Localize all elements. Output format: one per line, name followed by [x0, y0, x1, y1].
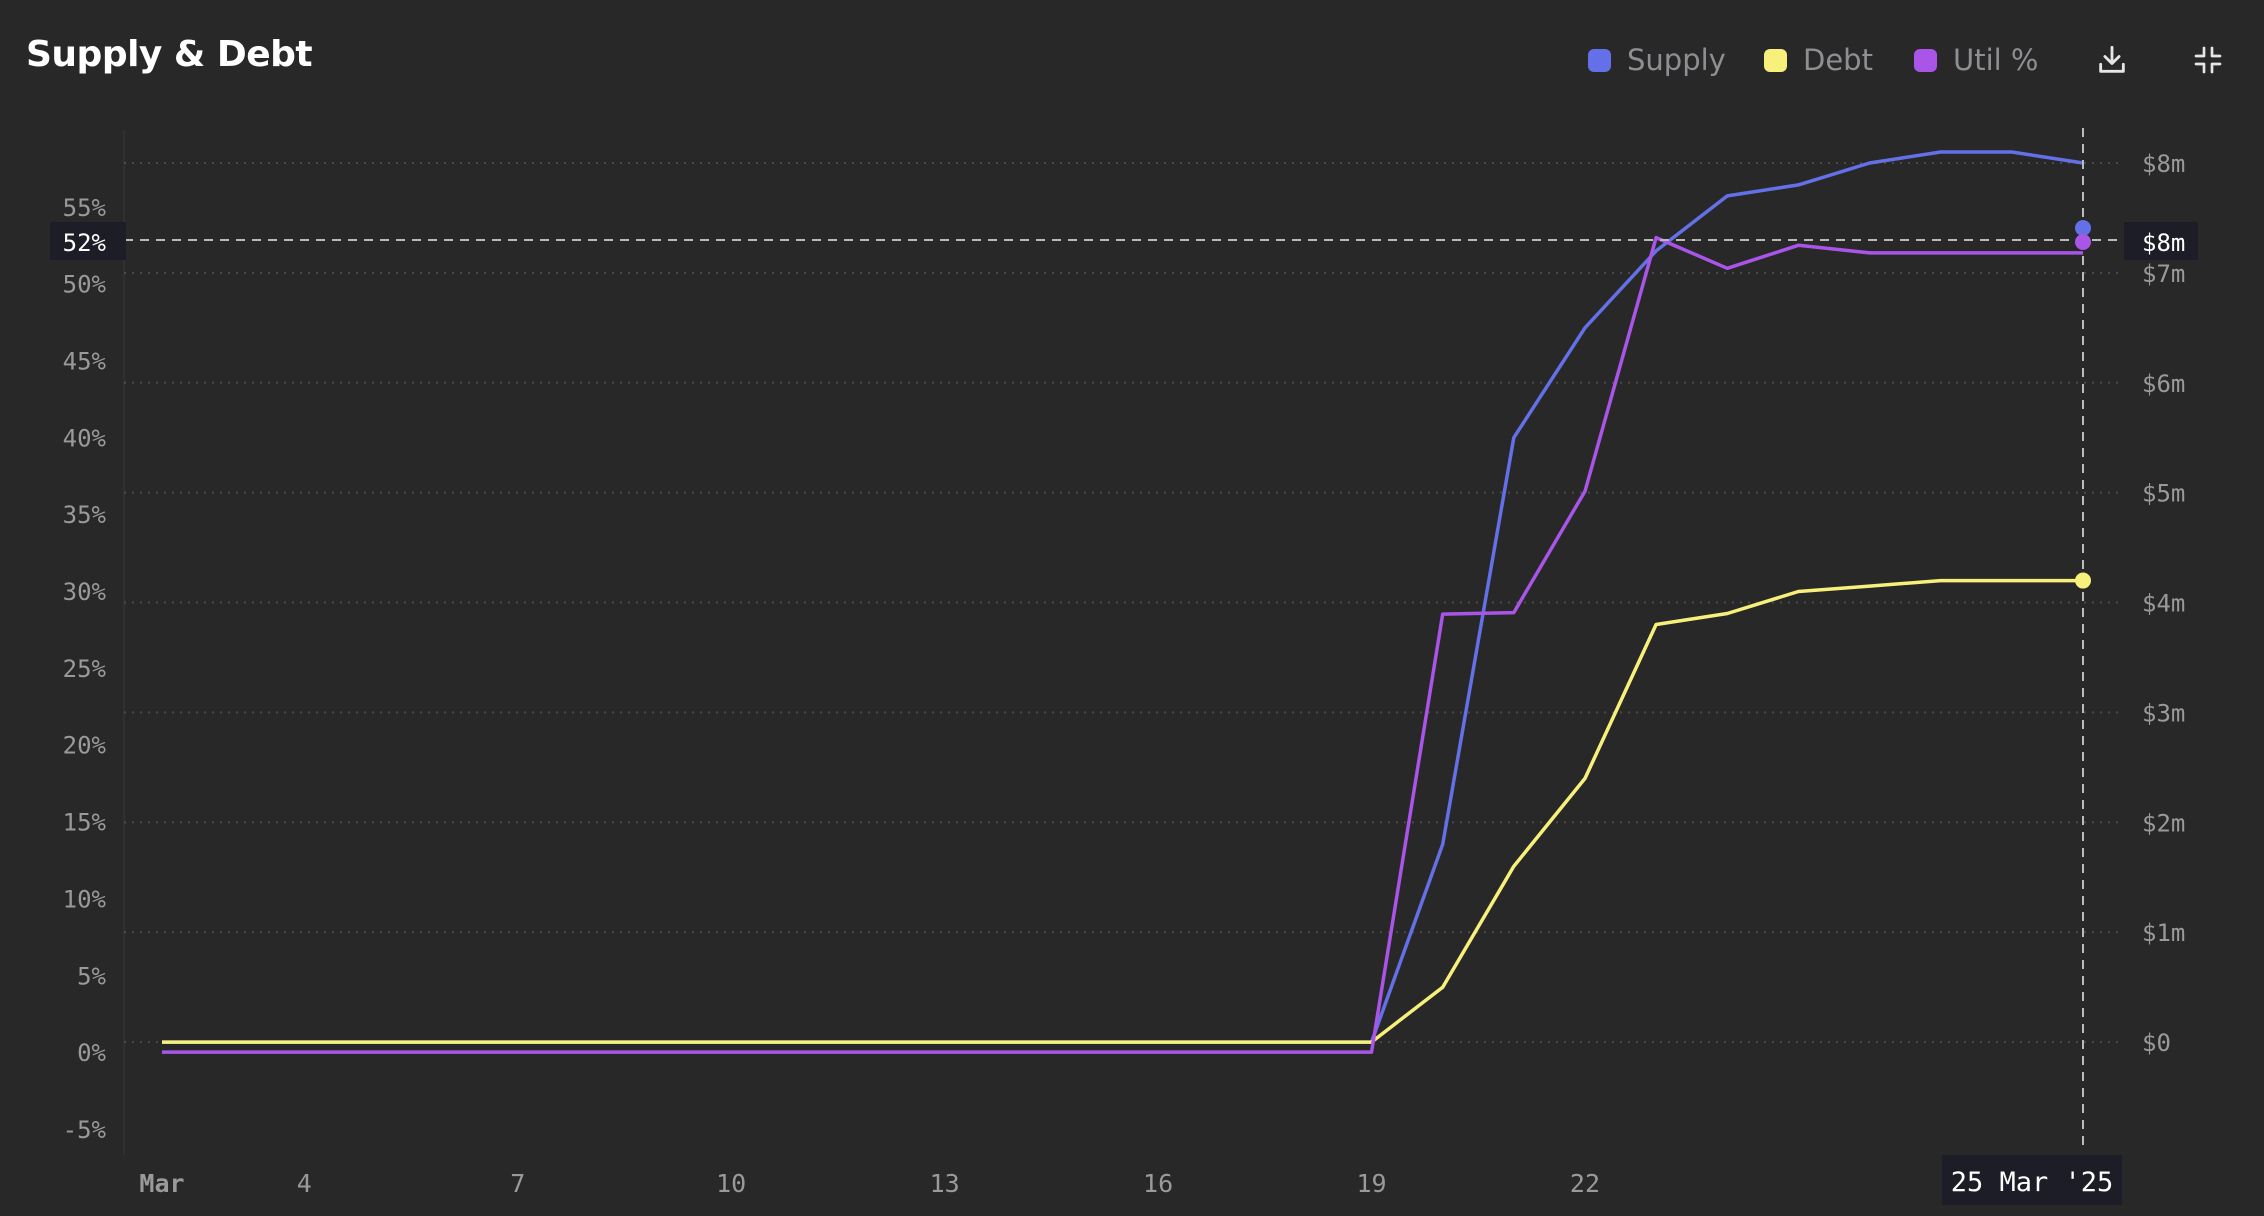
series-line-debt	[162, 578, 2083, 1044]
legend-swatch-debt	[1764, 48, 1787, 72]
series-line-util	[162, 235, 2083, 1054]
left-tick-label: 35%	[63, 501, 107, 529]
legend-label-util: Util %	[1953, 43, 2039, 77]
series-line-supply	[162, 150, 2084, 1044]
cursor-point-supply	[2075, 220, 2091, 236]
cursor-date-box	[1942, 1155, 2122, 1205]
right-tick-label: $4m	[2142, 590, 2185, 618]
left-axis: -5% 0% 5% 10% 15% 20% 25% 30% 35% 40% 45% 50% 55%	[63, 194, 107, 1144]
cursor-left-value-label: 52%	[63, 229, 107, 257]
x-tick-label: 10	[716, 1169, 746, 1198]
x-axis: Mar 4 7 10 13 16 19 22	[139, 1169, 1600, 1198]
x-tick-label: Mar	[139, 1169, 184, 1198]
right-tick-label: $5m	[2142, 480, 2185, 508]
legend-item-supply[interactable]: Supply	[1588, 40, 1726, 80]
gridlines	[124, 161, 2120, 1044]
cursor-points	[2075, 220, 2091, 589]
left-tick-label: 5%	[77, 962, 106, 990]
x-tick-label: 4	[297, 1169, 312, 1198]
legend-item-util[interactable]: Util %	[1914, 40, 2039, 80]
cursor-right-value-box	[2124, 222, 2198, 260]
legend-item-debt[interactable]: Debt	[1764, 40, 1873, 80]
chart-header: Supply & Debt Supply Debt Util %	[0, 0, 2264, 120]
cursor-point-debt	[2075, 572, 2091, 589]
series-lines	[162, 150, 2084, 1054]
x-tick-label: 7	[510, 1169, 525, 1198]
right-tick-label: $3m	[2142, 699, 2185, 727]
cursor-left-value-box	[50, 222, 126, 260]
x-tick-label: 22	[1570, 1169, 1600, 1198]
right-tick-label: $0	[2142, 1029, 2171, 1057]
right-tick-label: $2m	[2142, 809, 2185, 837]
left-tick-label: 45%	[63, 348, 107, 376]
x-tick-label: 16	[1143, 1169, 1173, 1198]
left-tick-label: 55%	[63, 194, 107, 222]
cursor-date-label: 25 Mar '25	[1951, 1167, 2114, 1198]
chart-title: Supply & Debt	[26, 34, 313, 75]
right-tick-label: $7m	[2142, 260, 2185, 288]
left-tick-label: 10%	[63, 885, 107, 913]
left-tick-label: 20%	[63, 732, 107, 760]
collapse-icon	[2194, 46, 2222, 74]
legend-swatch-util	[1914, 48, 1937, 72]
x-tick-label: 13	[930, 1169, 960, 1198]
download-button[interactable]	[2090, 38, 2134, 82]
collapse-button[interactable]	[2186, 38, 2230, 82]
right-tick-label: $8m	[2142, 150, 2185, 178]
left-tick-label: 15%	[63, 809, 107, 837]
x-tick-label: 19	[1356, 1169, 1386, 1198]
left-tick-label: -5%	[63, 1116, 107, 1144]
left-tick-label: 40%	[63, 424, 107, 452]
right-tick-label: $6m	[2142, 370, 2185, 398]
left-tick-label: 0%	[77, 1039, 106, 1067]
download-icon	[2099, 45, 2125, 73]
right-axis: $0 $1m $2m $3m $4m $5m $6m $7m $8m	[2142, 150, 2185, 1057]
legend-label-debt: Debt	[1803, 43, 1873, 77]
left-tick-label: 25%	[63, 655, 107, 683]
right-tick-label: $1m	[2142, 919, 2185, 947]
crosshair: 25 Mar '25 52% $8m	[50, 128, 2198, 1205]
legend-swatch-supply	[1588, 48, 1611, 72]
left-tick-label: 30%	[63, 578, 107, 606]
cursor-point-util	[2075, 234, 2091, 250]
cursor-right-value-label: $8m	[2142, 229, 2185, 257]
left-tick-label: 50%	[63, 271, 107, 299]
legend-label-supply: Supply	[1627, 43, 1726, 77]
